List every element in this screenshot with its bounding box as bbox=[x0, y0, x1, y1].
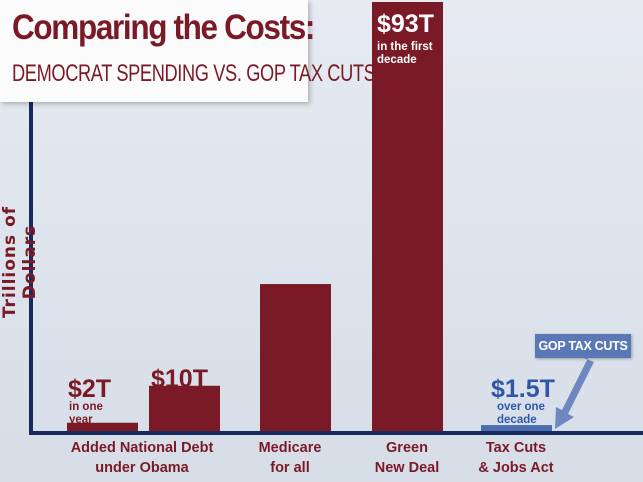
category-label-tax-cuts: Tax Cuts & Jobs Act bbox=[478, 440, 554, 476]
callout-arrow bbox=[555, 358, 594, 429]
bar-value-label-medicare: $32T bbox=[261, 283, 318, 311]
bar-tax-cuts bbox=[481, 425, 552, 432]
title-box: Comparing the Costs: DEMOCRAT SPENDING V… bbox=[0, 0, 376, 102]
bar-medicare bbox=[260, 284, 331, 432]
bar-note-green-new-deal: in the first decade bbox=[377, 41, 433, 66]
y-axis-label: Trillions of Dollars bbox=[0, 205, 40, 319]
bar-group bbox=[67, 1, 552, 432]
category-label-medicare: Medicare for all bbox=[258, 440, 322, 476]
bar-note-tax-cuts: over one decade bbox=[497, 401, 545, 426]
bar-note-debt-year: in one year bbox=[69, 401, 103, 426]
category-label-national-debt: Added National Debt under Obama bbox=[70, 440, 214, 476]
chart-subtitle: DEMOCRAT SPENDING VS. GOP TAX CUTS bbox=[12, 60, 376, 87]
bar-note-medicare: in the first decade bbox=[262, 308, 318, 333]
category-label-green-new-deal: Green New Deal bbox=[374, 440, 440, 476]
bar-value-label-debt-year: $2T bbox=[68, 375, 112, 403]
bar-value-label-debt-total: $10T bbox=[151, 365, 208, 393]
bar-debt-total bbox=[149, 385, 220, 432]
gop-tax-cuts-callout: GOP TAX CUTS bbox=[535, 334, 631, 358]
chart-title: Comparing the Costs: bbox=[12, 8, 315, 47]
bar-value-label-green-new-deal: $93T bbox=[377, 10, 434, 38]
bar-green-new-deal bbox=[372, 1, 443, 432]
bar-value-label-tax-cuts: $1.5T bbox=[491, 375, 555, 403]
bar-debt-year bbox=[67, 422, 138, 432]
